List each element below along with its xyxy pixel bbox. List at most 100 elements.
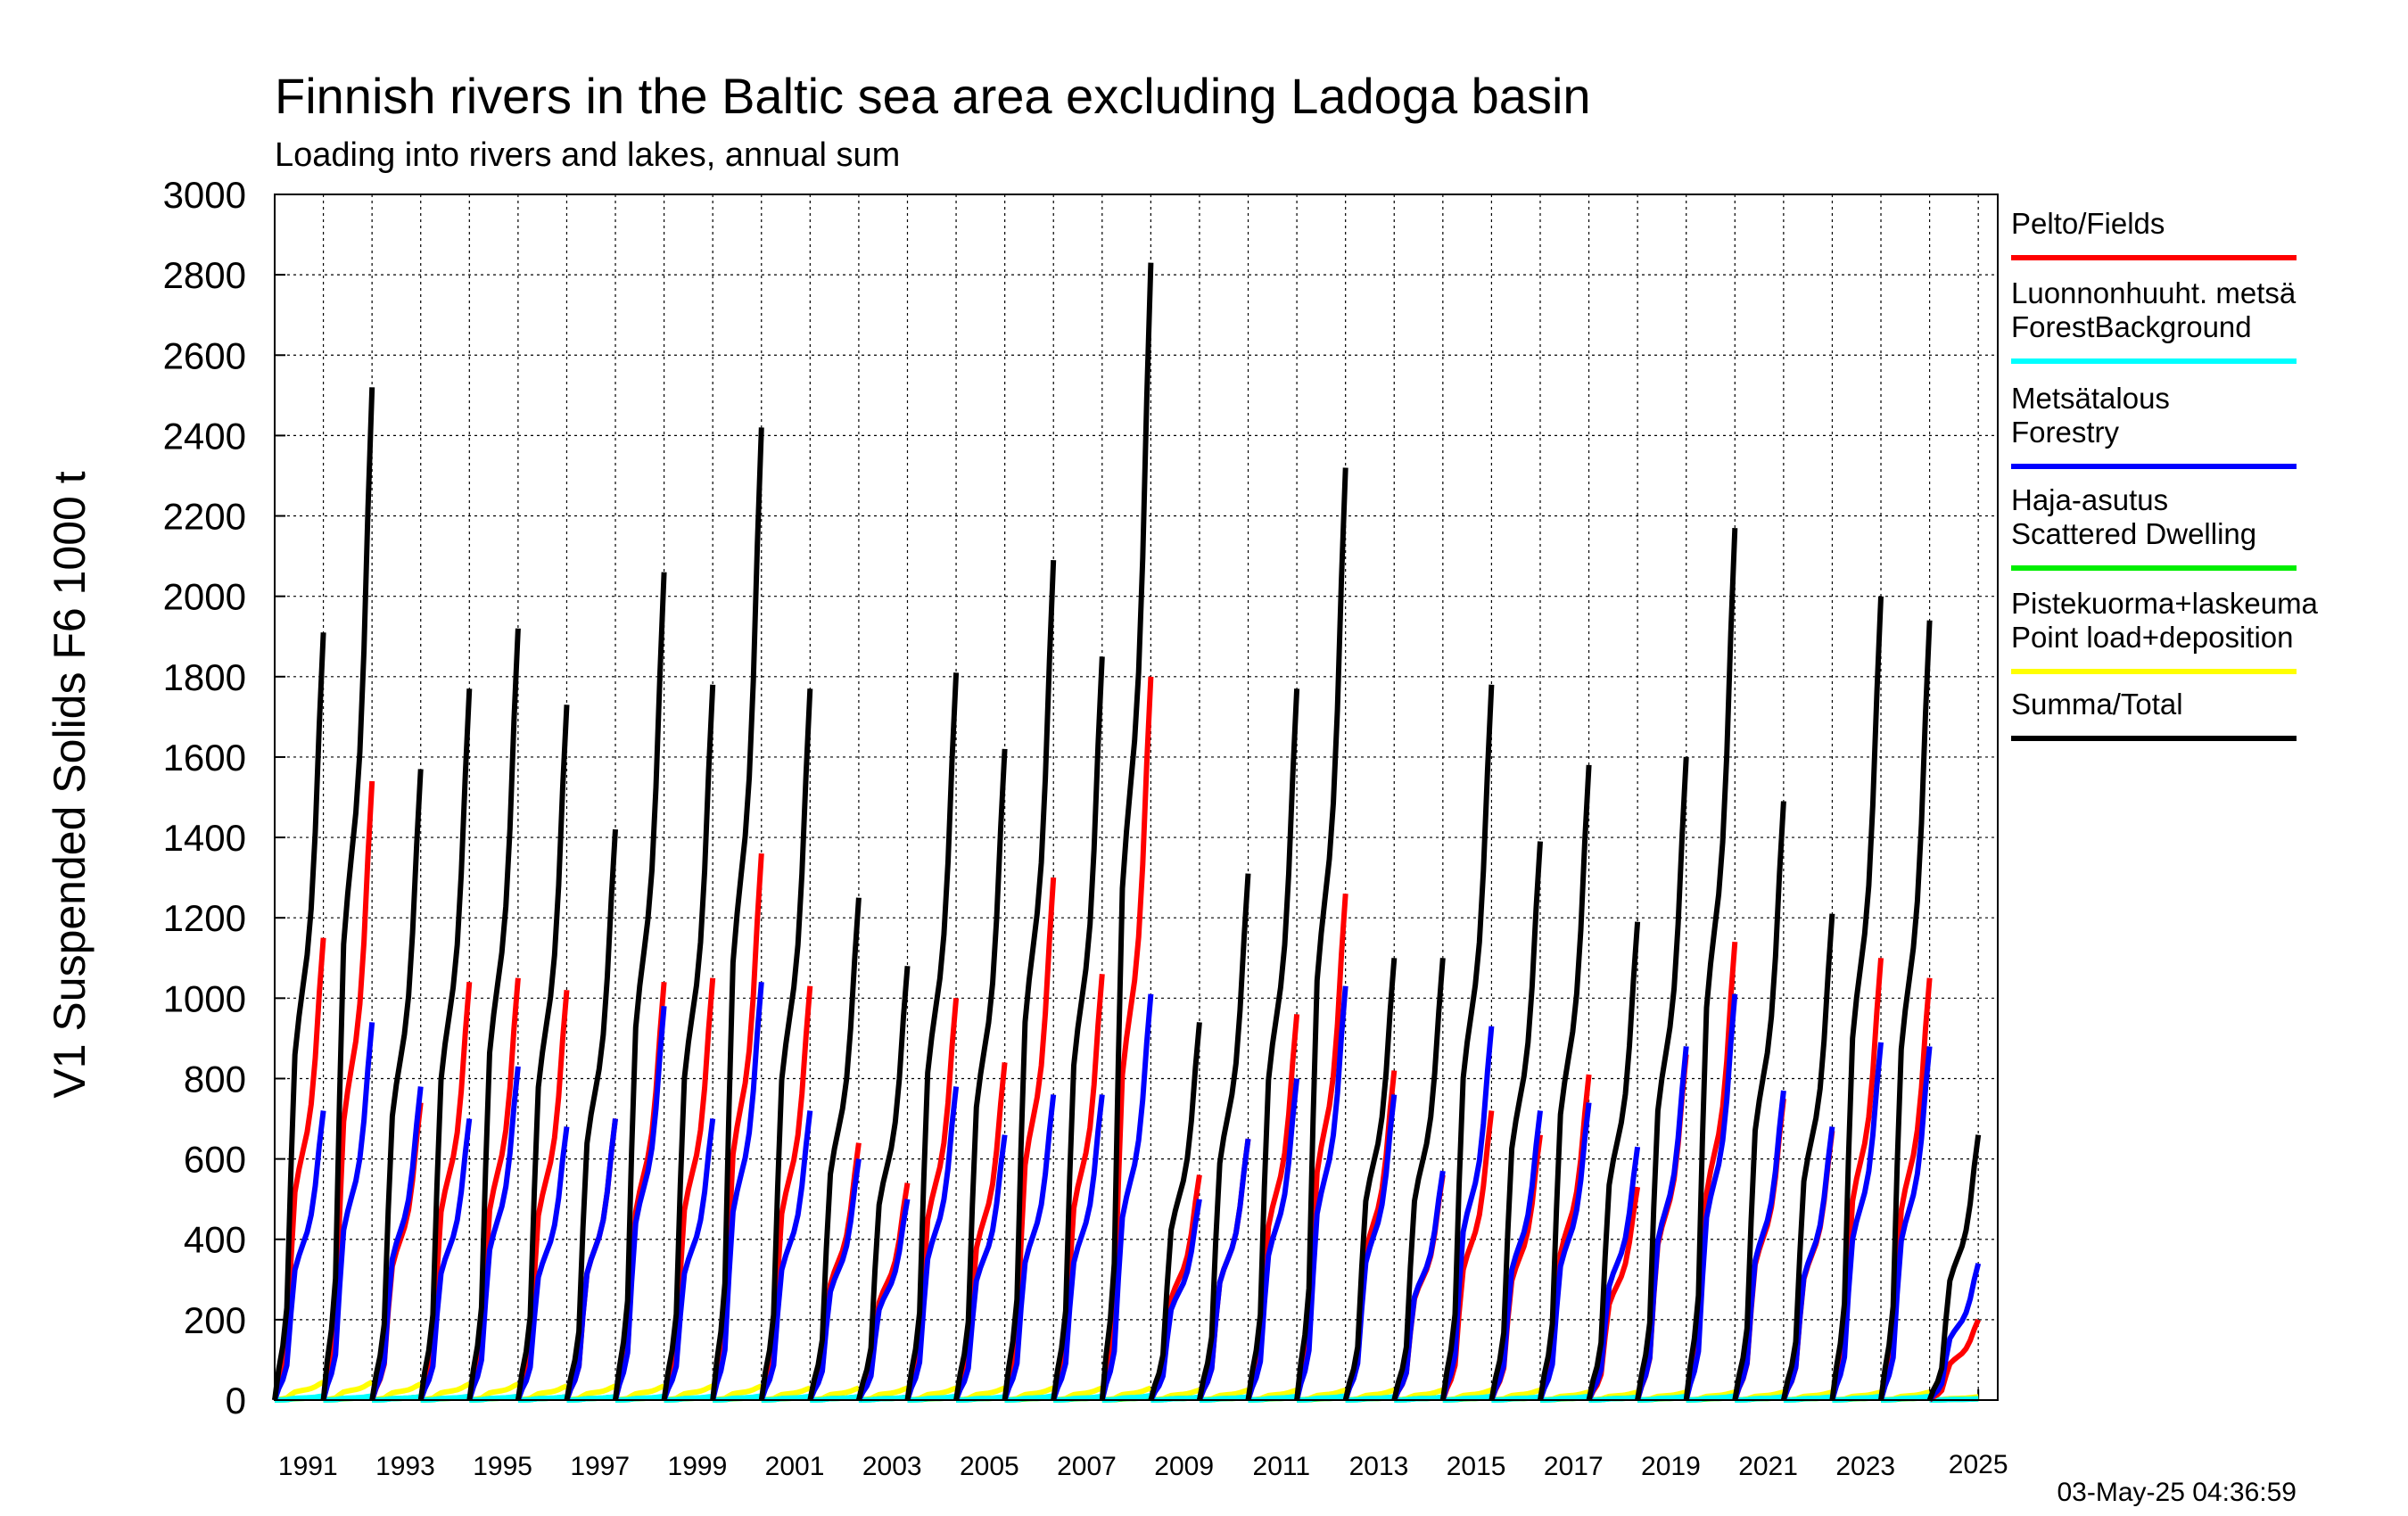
series-line-year [466, 1066, 521, 1401]
legend: Pelto/Fields Luonnonhuuht. metsä ForestBac… [2011, 207, 2319, 741]
series-line-year [320, 780, 375, 1401]
series-line-year [710, 982, 764, 1401]
series-line-year [1829, 1042, 1884, 1401]
series-line-year [1439, 684, 1495, 1401]
series-line-year [613, 572, 667, 1401]
series-line-year [515, 704, 570, 1401]
x-tick-label: 1991 [278, 1452, 338, 1481]
x-tick-label: 1999 [668, 1452, 728, 1481]
series-line-year [1732, 1090, 1786, 1401]
series-line-year [1342, 958, 1398, 1401]
series-line-year [904, 1086, 960, 1401]
x-tick-label: 2013 [1349, 1452, 1409, 1481]
series-line-year [515, 1126, 570, 1402]
y-tick-label: 2000 [163, 576, 246, 618]
y-tick-label: 2800 [163, 254, 246, 296]
series-line-year [758, 688, 813, 1401]
series-line-year [1099, 676, 1154, 1401]
y-axis-label: V1 Suspended Solids F6 1000 t [45, 471, 95, 1098]
series-line-year [272, 1110, 326, 1401]
series-line-year [1732, 801, 1786, 1401]
legend-label: Pelto/Fields [2011, 207, 2165, 240]
plot-area [272, 262, 1982, 1403]
series-line-year [661, 1118, 716, 1402]
series-line-year [1391, 1170, 1446, 1402]
series-line-year [1780, 913, 1835, 1401]
grid [275, 194, 1998, 1401]
series-line-year [1342, 1070, 1398, 1401]
series-line-year [515, 990, 570, 1401]
series-line-year [661, 977, 716, 1401]
legend-label: Metsätalous Forestry [2011, 382, 2170, 449]
series-line-year [1635, 1046, 1689, 1401]
series-line-year [1196, 873, 1251, 1401]
series-line-year [1586, 921, 1641, 1401]
x-tick-label: 1997 [570, 1452, 630, 1481]
series-line-year [1635, 756, 1689, 1401]
x-tick-label: 1993 [375, 1452, 435, 1481]
series-line-year [1197, 1138, 1251, 1402]
series-line-year [1781, 1126, 1835, 1402]
series-line-year [856, 1199, 911, 1402]
series-line-year [1683, 527, 1738, 1401]
series-line-year [1148, 1022, 1202, 1401]
series-line-year [1927, 1263, 1982, 1402]
series-line-year [1342, 1094, 1398, 1401]
y-tick-label: 1200 [163, 897, 246, 939]
y-tick-label: 1000 [163, 977, 246, 1019]
series-line-year [758, 1110, 813, 1401]
series-line-year [1586, 1146, 1641, 1402]
series-line-year [1002, 1094, 1057, 1401]
y-ticks: 0 200 400 600 800 1000 1200 1400 1600 1800 2000 220… [163, 174, 285, 1421]
series-line-year [953, 748, 1008, 1401]
y-tick-label: 600 [184, 1139, 246, 1181]
series-line-year [272, 937, 326, 1401]
legend-label: Haja-asutus Scattered Dwelling [2011, 483, 2256, 550]
y-tick-label: 0 [226, 1380, 246, 1421]
series-line-year [564, 828, 618, 1401]
x-tick-label: 2017 [1544, 1452, 1604, 1481]
series-line-year [1489, 841, 1543, 1401]
series-line-year [417, 688, 473, 1401]
x-tick-label: 2011 [1253, 1452, 1311, 1481]
chart-subtitle: Loading into rivers and lakes, annual su… [275, 136, 900, 174]
series-line-year [1002, 877, 1057, 1401]
series-line-year [807, 897, 862, 1401]
series-line-year [1002, 559, 1057, 1401]
series-line-year [710, 427, 764, 1401]
series-line-year [1683, 993, 1738, 1401]
y-tick-label: 400 [184, 1219, 246, 1261]
series-line-year [320, 387, 375, 1401]
timestamp: 03-May-25 04:36:59 [2057, 1478, 2297, 1507]
series-line-year [1878, 1046, 1933, 1401]
series-5 [272, 262, 1982, 1402]
legend-label: Summa/Total [2011, 688, 2183, 721]
series-2 [272, 982, 1982, 1402]
legend-label: Luonnonhuuht. metsä ForestBackground [2011, 276, 2297, 343]
x-tick-label: 2007 [1057, 1452, 1117, 1481]
legend-label: Pistekuorma+laskeuma Point load+depositio… [2011, 587, 2319, 654]
series-line-year [1294, 985, 1348, 1401]
y-tick-label: 2200 [163, 496, 246, 538]
series-line-year [1245, 1078, 1300, 1401]
chart-title: Finnish rivers in the Baltic sea area ex… [275, 68, 1591, 124]
x-tick-label: 2001 [765, 1452, 825, 1481]
y-tick-label: 1600 [163, 737, 246, 779]
x-tick-label: 2025 [1949, 1450, 2008, 1479]
series-line-year [564, 1118, 618, 1402]
y-tick-label: 800 [184, 1058, 246, 1100]
series-line-year [417, 1118, 473, 1402]
y-tick-label: 200 [184, 1299, 246, 1341]
series-line-year [1391, 958, 1446, 1401]
series-line-year [1538, 1102, 1592, 1401]
x-tick-label: 2021 [1738, 1452, 1798, 1481]
series-line-year [1489, 1110, 1543, 1402]
x-tick-label: 2015 [1447, 1452, 1506, 1481]
y-tick-label: 2600 [163, 334, 246, 376]
series-line-year [466, 628, 521, 1401]
series-line-year [613, 1006, 667, 1401]
series-line-year [1099, 262, 1154, 1401]
series-line-year [1538, 764, 1592, 1401]
series-line-year [1051, 656, 1105, 1401]
